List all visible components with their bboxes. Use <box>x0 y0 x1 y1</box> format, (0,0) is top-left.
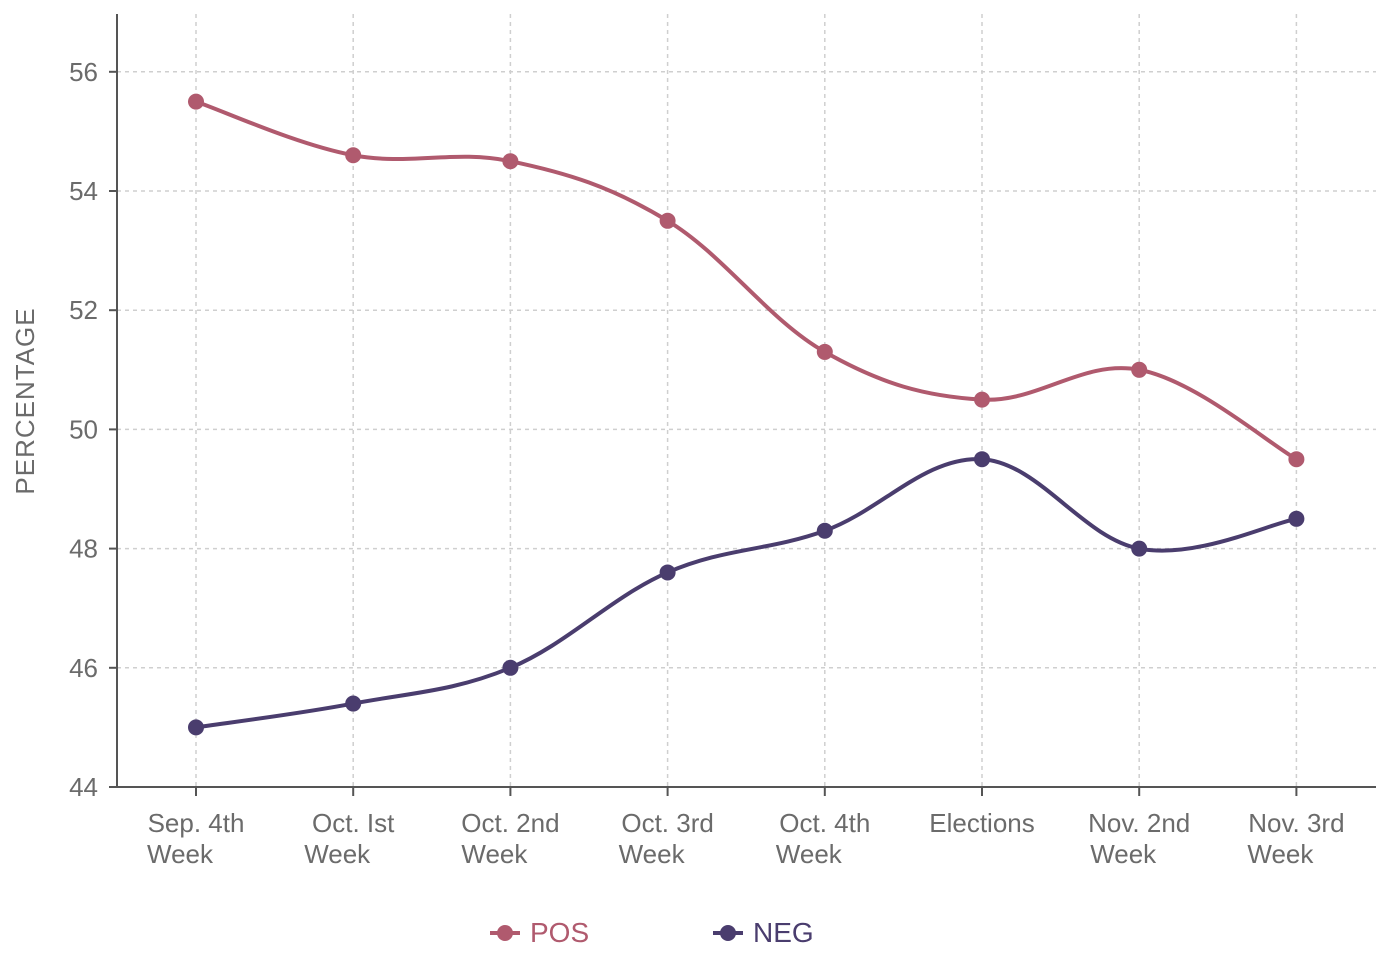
y-tick-label: 44 <box>69 772 98 802</box>
x-tick-label: Oct. 2nd Week <box>461 808 559 869</box>
grid-lines <box>117 14 1376 787</box>
y-tick-label: 48 <box>69 534 98 564</box>
data-point-pos[interactable] <box>659 212 676 229</box>
data-point-neg[interactable] <box>188 719 204 736</box>
legend-swatch-dot <box>720 925 736 941</box>
x-tick-label: Nov. 3rd Week <box>1247 808 1344 869</box>
data-point-pos[interactable] <box>1131 361 1148 378</box>
y-tick-label: 56 <box>69 57 98 87</box>
y-axis-title: PERCENTAGE <box>10 307 40 494</box>
data-point-neg[interactable] <box>659 564 676 581</box>
series-neg <box>188 451 1305 736</box>
series-line-pos <box>194 99 1299 462</box>
data-point-pos[interactable] <box>502 153 519 170</box>
data-point-neg[interactable] <box>502 659 519 676</box>
x-tick-labels: Sep. 4th Week Oct. Ist Week Oct. 2nd Week Oct.… <box>147 787 1345 869</box>
series <box>188 93 1305 736</box>
x-tick-label: Oct. 4th Week <box>776 808 871 869</box>
legend-swatch-dot <box>497 925 513 941</box>
y-tick-label: 54 <box>69 176 98 206</box>
y-tick-label: 52 <box>69 295 98 325</box>
y-tick-labels: 44 46 48 50 52 54 56 <box>69 57 117 802</box>
legend: POS NEG <box>490 917 814 948</box>
x-tick-label: Elections <box>929 808 1035 838</box>
series-line-neg <box>194 457 1299 730</box>
axes <box>116 14 1376 788</box>
y-tick-label: 50 <box>69 414 98 444</box>
x-tick-label: Nov. 2nd Week <box>1088 808 1190 869</box>
data-point-neg[interactable] <box>1131 540 1148 557</box>
series-pos <box>188 93 1305 468</box>
data-point-pos[interactable] <box>816 343 833 360</box>
data-point-pos[interactable] <box>345 147 362 164</box>
legend-item-pos[interactable]: POS <box>490 917 589 948</box>
legend-label: POS <box>530 917 589 948</box>
legend-label: NEG <box>753 917 814 948</box>
x-tick-label: Oct. Ist Week <box>304 808 395 869</box>
data-point-neg[interactable] <box>816 522 833 539</box>
legend-item-neg[interactable]: NEG <box>713 917 814 948</box>
y-tick-label: 46 <box>69 653 98 683</box>
x-tick-label: Oct. 3rd Week <box>619 808 714 869</box>
data-point-neg[interactable] <box>974 451 990 468</box>
data-point-pos[interactable] <box>974 391 990 408</box>
data-point-neg[interactable] <box>345 695 362 712</box>
data-point-neg[interactable] <box>1288 510 1305 527</box>
x-tick-label: Sep. 4th Week <box>147 808 244 869</box>
data-point-pos[interactable] <box>1288 451 1305 468</box>
data-point-pos[interactable] <box>188 93 204 110</box>
